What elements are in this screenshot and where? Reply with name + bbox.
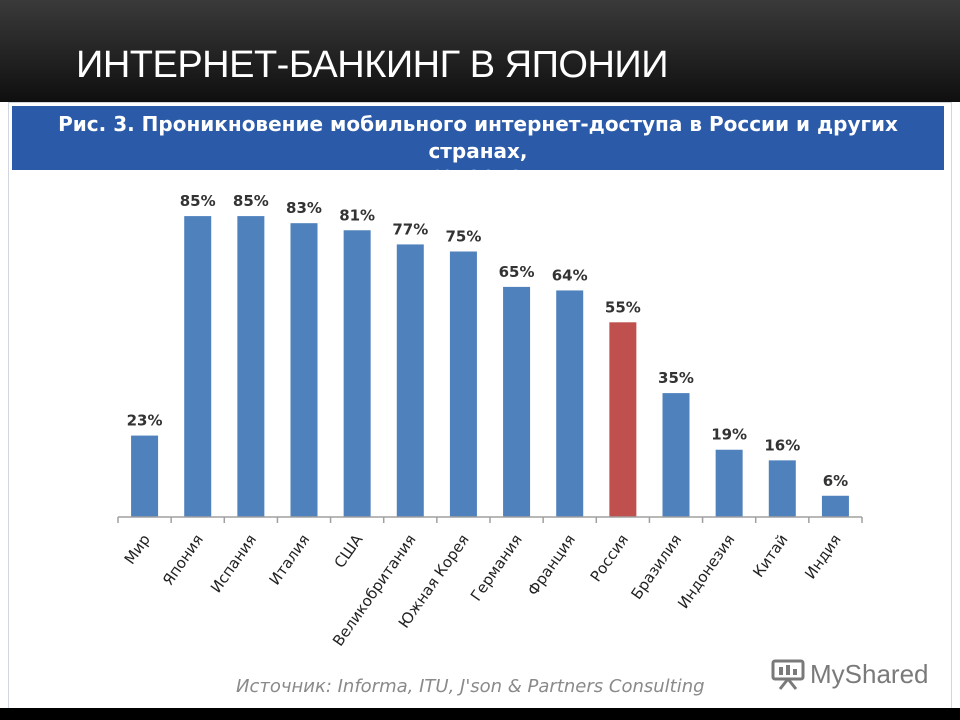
figure-caption-line-2: %, 2012: [432, 166, 524, 190]
bar: [768, 460, 796, 517]
slide-header: [0, 0, 960, 102]
bar-value-label: 23%: [127, 412, 163, 430]
bar: [396, 244, 424, 518]
value-labels-group: 23% 85% 85% 83% 81% 77% 75% 65% 64% 55% 35% 19% 16% 6…: [127, 192, 849, 490]
x-tick-label: Франция: [524, 531, 579, 599]
bar-value-label: 6%: [823, 472, 848, 490]
bar-value-label: 77%: [392, 220, 428, 238]
watermark: MyShared: [770, 656, 929, 692]
bar-value-label: 64%: [552, 266, 588, 284]
bar: [503, 286, 531, 517]
slide-title: ИНТЕРНЕТ-БАНКИНГ В ЯПОНИИ: [76, 44, 669, 86]
x-tick-label: Германия: [467, 531, 526, 604]
bar-value-label: 85%: [233, 192, 269, 210]
bar-value-label: 81%: [339, 206, 375, 224]
bottom-strip: [0, 708, 960, 720]
bar: [237, 216, 265, 517]
bar-value-label: 65%: [499, 263, 535, 281]
figure-panel: [8, 102, 952, 710]
bar-value-label: 16%: [764, 436, 800, 454]
x-tick-labels-group: Мир Япония Испания Италия СШАВеликобританияЮ…: [121, 530, 845, 649]
x-tick-label: Япония: [159, 531, 207, 589]
bar: [662, 393, 690, 517]
x-tick-label: Индия: [801, 531, 845, 582]
figure-caption-line-1: Рис. 3. Проникновение мобильного интерне…: [58, 112, 898, 163]
x-tick-label: Китай: [749, 531, 791, 581]
bar: [715, 449, 743, 517]
bar-value-label: 35%: [658, 369, 694, 387]
bar-value-label: 85%: [180, 192, 216, 210]
x-tick-label: Испания: [207, 531, 260, 596]
bar-value-label: 55%: [605, 298, 641, 316]
source-note: Источник: Informa, ITU, J'son & Partners…: [236, 676, 705, 697]
bar: [449, 251, 477, 517]
figure-caption: Рис. 3. Проникновение мобильного интерне…: [12, 106, 944, 190]
bars-group: [131, 216, 849, 518]
x-tick-label: Бразилия: [627, 531, 685, 603]
x-tick-label: Россия: [587, 531, 632, 585]
bar: [556, 290, 584, 517]
watermark-text: MyShared: [810, 658, 929, 689]
bar-value-label: 83%: [286, 199, 322, 217]
x-ticks-group: [117, 517, 863, 523]
bar: [821, 495, 849, 517]
bar-value-label: 75%: [445, 228, 481, 246]
x-tick-label: Мир: [121, 531, 154, 568]
bar: [343, 230, 371, 517]
bar: [290, 223, 318, 517]
bar: [184, 216, 212, 517]
bar: [609, 322, 637, 517]
x-tick-label: США: [331, 530, 367, 571]
bar: [131, 435, 159, 517]
bar-value-label: 19%: [711, 426, 747, 444]
x-tick-label: Италия: [266, 531, 314, 588]
presentation-board-icon: [771, 659, 805, 690]
